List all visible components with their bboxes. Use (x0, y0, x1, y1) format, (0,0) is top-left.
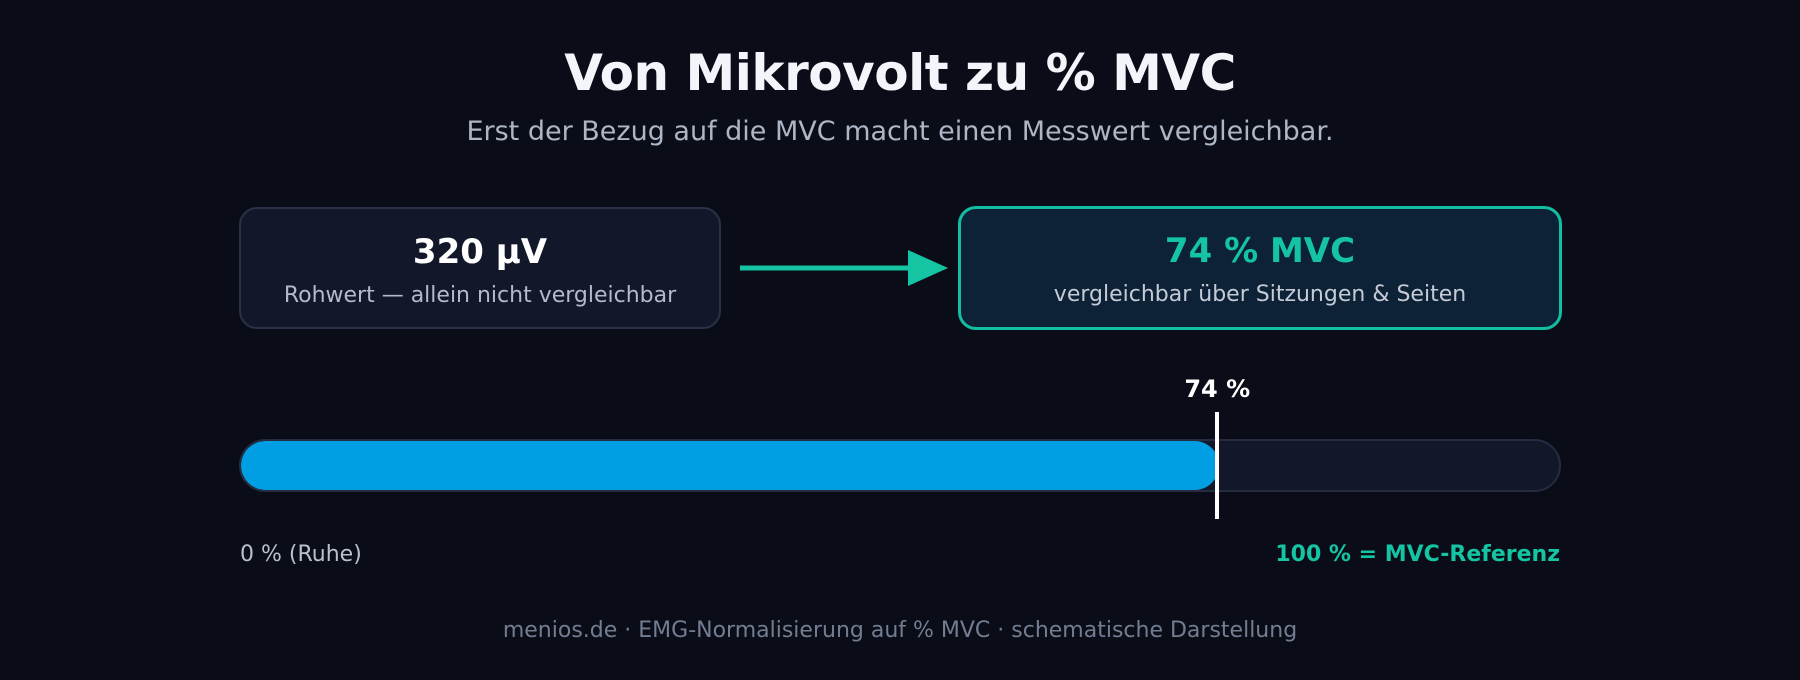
normalized-value: 74 % MVC (1164, 231, 1356, 271)
normalized-value-card: 74 % MVC vergleichbar über Sitzungen & S… (958, 206, 1562, 330)
raw-value: 320 µV (412, 232, 548, 272)
page-title: Von Mikrovolt zu % MVC (564, 44, 1236, 102)
scale-min-label: 0 % (Ruhe) (240, 542, 362, 567)
footer-note: menios.de · EMG-Normalisierung auf % MVC… (502, 618, 1298, 643)
progress-marker (1215, 412, 1220, 519)
progress-marker-label: 74 % (1184, 375, 1251, 403)
mvc-progress-track (239, 439, 1561, 492)
normalized-value-caption: vergleichbar über Sitzungen & Seiten (1053, 282, 1467, 307)
raw-value-caption: Rohwert — allein nicht vergleichbar (283, 283, 677, 308)
arrow-right-icon (740, 250, 948, 286)
mvc-progress-fill (241, 441, 1220, 490)
scale-max-label: 100 % = MVC-Referenz (1275, 542, 1560, 567)
page-subtitle: Erst der Bezug auf die MVC macht einen M… (466, 116, 1334, 147)
raw-value-card: 320 µV Rohwert — allein nicht vergleichb… (239, 207, 721, 329)
